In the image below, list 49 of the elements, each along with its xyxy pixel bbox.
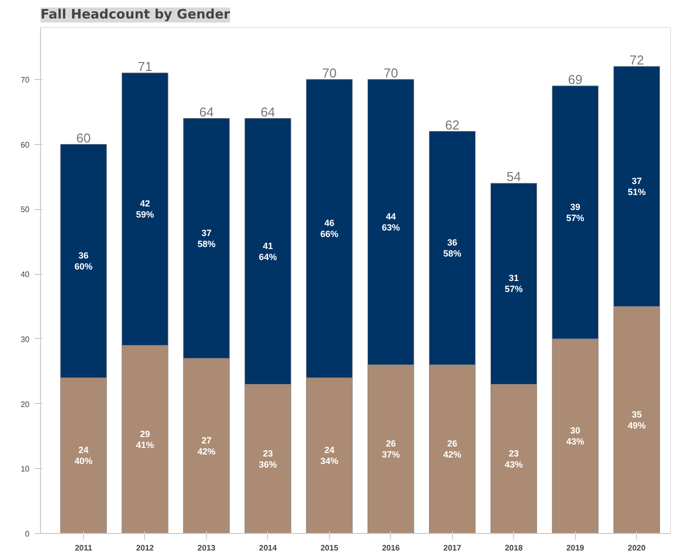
data-label: 39 57% (566, 202, 584, 223)
data-label: 26 42% (443, 438, 462, 460)
data-label: 29 41% (136, 428, 154, 450)
data-label: 46 66% (320, 218, 338, 240)
x-tick-label: 2015 (320, 544, 339, 552)
data-label: 42 59% (136, 198, 154, 220)
y-tick-label: 70 (20, 75, 30, 84)
data-label: 37 58% (197, 228, 216, 249)
x-tick-label: 2018 (504, 544, 524, 552)
x-tick-label: 2019 (566, 544, 585, 552)
data-label: 36 58% (443, 238, 462, 259)
total-label: 60 (76, 130, 91, 146)
y-tick-label: 50 (20, 205, 30, 214)
x-tick-label: 2017 (443, 544, 462, 552)
y-tick-label: 0 (25, 530, 30, 538)
data-label: 24 34% (320, 445, 338, 466)
total-label: 70 (384, 65, 398, 80)
data-label: 23 36% (258, 448, 277, 470)
total-label: 54 (506, 169, 522, 184)
y-tick-label: 60 (20, 140, 30, 150)
x-tick-label: 2011 (74, 544, 93, 552)
total-label: 70 (322, 65, 337, 80)
x-tick-label: 2020 (628, 544, 646, 552)
y-tick-label: 30 (20, 334, 30, 344)
y-tick-label: 20 (20, 400, 30, 409)
data-label: 30 43% (566, 426, 584, 447)
data-label: 37 51% (628, 176, 646, 197)
total-label: 71 (138, 58, 152, 74)
total-label: 64 (260, 104, 276, 120)
data-label: 31 57% (504, 273, 523, 294)
total-label: 62 (445, 117, 460, 132)
x-tick-label: 2014 (259, 544, 278, 552)
x-tick-label: 2016 (382, 544, 400, 552)
data-label: 35 49% (628, 409, 646, 430)
data-label: 41 64% (258, 240, 277, 262)
y-tick-label: 40 (20, 270, 30, 280)
total-label: 64 (199, 104, 214, 120)
data-label: 26 37% (382, 438, 400, 460)
chart-title: Fall Headcount by Gender (40, 8, 231, 22)
data-label: 44 63% (382, 212, 400, 233)
total-label: 72 (629, 52, 644, 68)
x-tick-label: 2013 (198, 544, 216, 552)
data-label: 36 60% (74, 250, 93, 272)
y-tick-label: 10 (20, 464, 30, 474)
x-tick-label: 2012 (136, 544, 154, 552)
data-label: 24 40% (74, 445, 93, 466)
total-label: 69 (568, 72, 582, 87)
data-label: 27 42% (197, 435, 216, 456)
data-label: 23 43% (504, 448, 523, 470)
